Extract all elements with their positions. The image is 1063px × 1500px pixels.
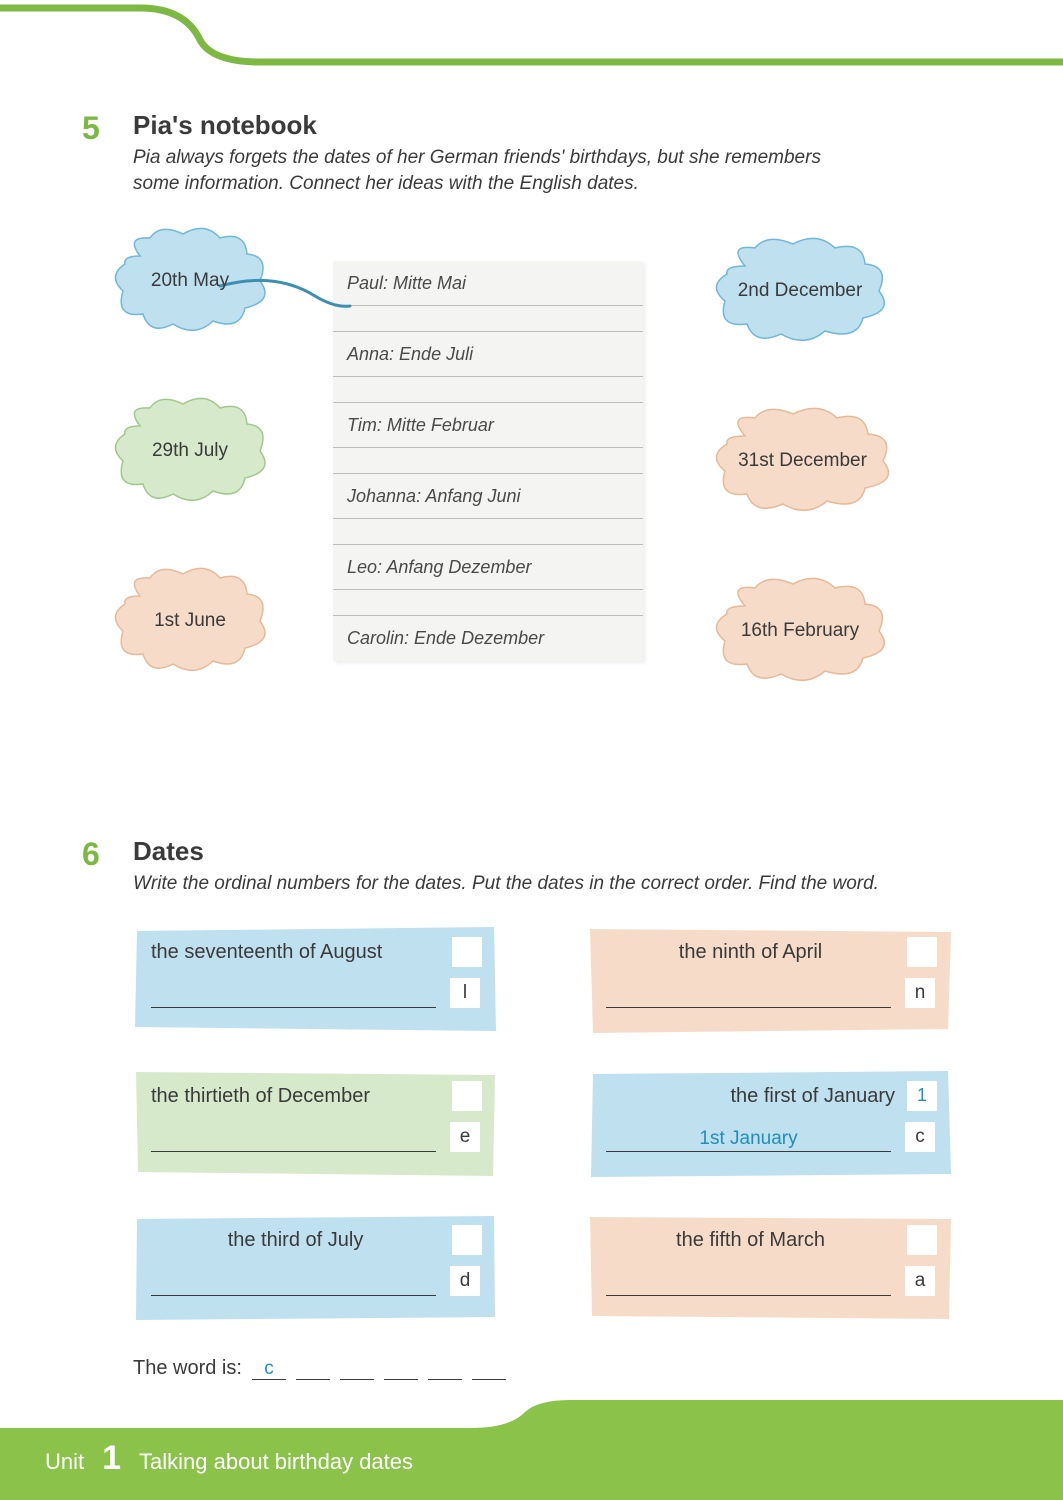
notebook-entry[interactable]: Johanna: Anfang Juni [333, 474, 643, 519]
notebook-text: Anna: Ende Juli [347, 344, 473, 365]
exercise-title: Dates [133, 836, 978, 867]
notebook-entry[interactable]: Carolin: Ende Dezember [333, 616, 643, 661]
answer-line[interactable] [151, 984, 436, 1008]
exercise-number: 6 [82, 836, 100, 873]
date-card: the third of July d [133, 1213, 498, 1323]
card-prompt: the seventeenth of August [151, 941, 480, 964]
letter-value: c [915, 1126, 925, 1148]
letter-value: a [915, 1270, 926, 1292]
cloud-left-1[interactable]: 29th July [105, 396, 275, 506]
letter-value: d [460, 1270, 471, 1292]
card-prompt: the ninth of April [606, 941, 935, 964]
card-prompt: the thirtieth of December [151, 1085, 480, 1108]
order-number-box[interactable] [907, 937, 937, 967]
footer-title: Talking about birthday dates [139, 1449, 413, 1475]
word-slot[interactable] [472, 1358, 506, 1380]
notebook-entry[interactable]: Anna: Ende Juli [333, 332, 643, 377]
exercise-instructions: Pia always forgets the dates of her Germ… [133, 145, 833, 196]
date-card: 1 the first of January 1st January c [588, 1069, 953, 1179]
cloud-label: 31st December [738, 450, 867, 472]
letter-box: e [450, 1122, 480, 1152]
cloud-right-0[interactable]: 2nd December [705, 236, 895, 346]
answer-line[interactable]: 1st January [606, 1128, 891, 1152]
word-slot-value: c [264, 1358, 274, 1379]
exercise-title: Pia's notebook [133, 110, 978, 141]
answer-value: 1st January [699, 1128, 797, 1149]
exercise-5: 5 Pia's notebook Pia always forgets the … [85, 110, 978, 746]
word-slot[interactable] [296, 1358, 330, 1380]
notebook-text: Tim: Mitte Februar [347, 415, 494, 436]
order-number-box[interactable] [452, 937, 482, 967]
answer-line[interactable] [151, 1128, 436, 1152]
order-number-box[interactable] [452, 1225, 482, 1255]
order-number-box[interactable] [452, 1081, 482, 1111]
word-label: The word is: [133, 1357, 242, 1380]
answer-line[interactable] [151, 1272, 436, 1296]
cloud-right-2[interactable]: 16th February [705, 576, 895, 686]
order-number-box[interactable]: 1 [907, 1081, 937, 1111]
notebook-panel: Paul: Mitte Mai Anna: Ende Juli Tim: Mit… [333, 261, 643, 661]
date-card: the thirtieth of December e [133, 1069, 498, 1179]
date-card: the seventeenth of August l [133, 925, 498, 1035]
page-top-border [0, 0, 1063, 70]
notebook-text: Leo: Anfang Dezember [347, 557, 531, 578]
order-number-value: 1 [917, 1085, 927, 1106]
cloud-label: 29th July [152, 440, 228, 462]
word-slot[interactable]: c [252, 1358, 286, 1380]
answer-line[interactable] [606, 1272, 891, 1296]
cloud-label: 20th May [151, 270, 229, 292]
connection-line-example [215, 266, 355, 326]
notebook-entry[interactable]: Tim: Mitte Februar [333, 403, 643, 448]
page-footer: Unit 1 Talking about birthday dates [0, 1400, 1063, 1500]
notebook-text: Paul: Mitte Mai [347, 273, 466, 294]
card-prompt: the third of July [151, 1229, 480, 1252]
word-slot[interactable] [428, 1358, 462, 1380]
date-card: the fifth of March a [588, 1213, 953, 1323]
card-prompt: the fifth of March [606, 1229, 935, 1252]
exercise-instructions: Write the ordinal numbers for the dates.… [133, 871, 978, 897]
letter-value: l [463, 982, 467, 1004]
exercise-6-body: the seventeenth of August l the ninth of… [133, 925, 978, 1380]
notebook-entry[interactable]: Paul: Mitte Mai [333, 261, 643, 306]
card-prompt: the first of January [606, 1085, 935, 1108]
footer-unit-number: 1 [102, 1439, 121, 1478]
letter-value: e [460, 1126, 471, 1148]
letter-box: n [905, 978, 935, 1008]
cloud-label: 16th February [741, 620, 859, 642]
letter-box: a [905, 1266, 935, 1296]
letter-box: c [905, 1122, 935, 1152]
word-puzzle-row: The word is: c [133, 1357, 978, 1380]
exercise-5-body: 20th May 29th July 1st June 2nd Decembe [85, 226, 978, 746]
exercise-6: 6 Dates Write the ordinal numbers for th… [85, 836, 978, 1380]
notebook-entry[interactable]: Leo: Anfang Dezember [333, 545, 643, 590]
notebook-text: Carolin: Ende Dezember [347, 628, 544, 649]
letter-box: l [450, 978, 480, 1008]
cloud-label: 2nd December [738, 280, 863, 302]
letter-value: n [915, 982, 926, 1004]
answer-line[interactable] [606, 984, 891, 1008]
exercise-number: 5 [82, 110, 100, 147]
cloud-label: 1st June [154, 610, 226, 632]
word-slot[interactable] [340, 1358, 374, 1380]
cloud-left-2[interactable]: 1st June [105, 566, 275, 676]
letter-box: d [450, 1266, 480, 1296]
word-slot[interactable] [384, 1358, 418, 1380]
notebook-text: Johanna: Anfang Juni [347, 486, 520, 507]
footer-unit-label: Unit [45, 1449, 84, 1475]
date-card: the ninth of April n [588, 925, 953, 1035]
cloud-right-1[interactable]: 31st December [705, 406, 900, 516]
order-number-box[interactable] [907, 1225, 937, 1255]
